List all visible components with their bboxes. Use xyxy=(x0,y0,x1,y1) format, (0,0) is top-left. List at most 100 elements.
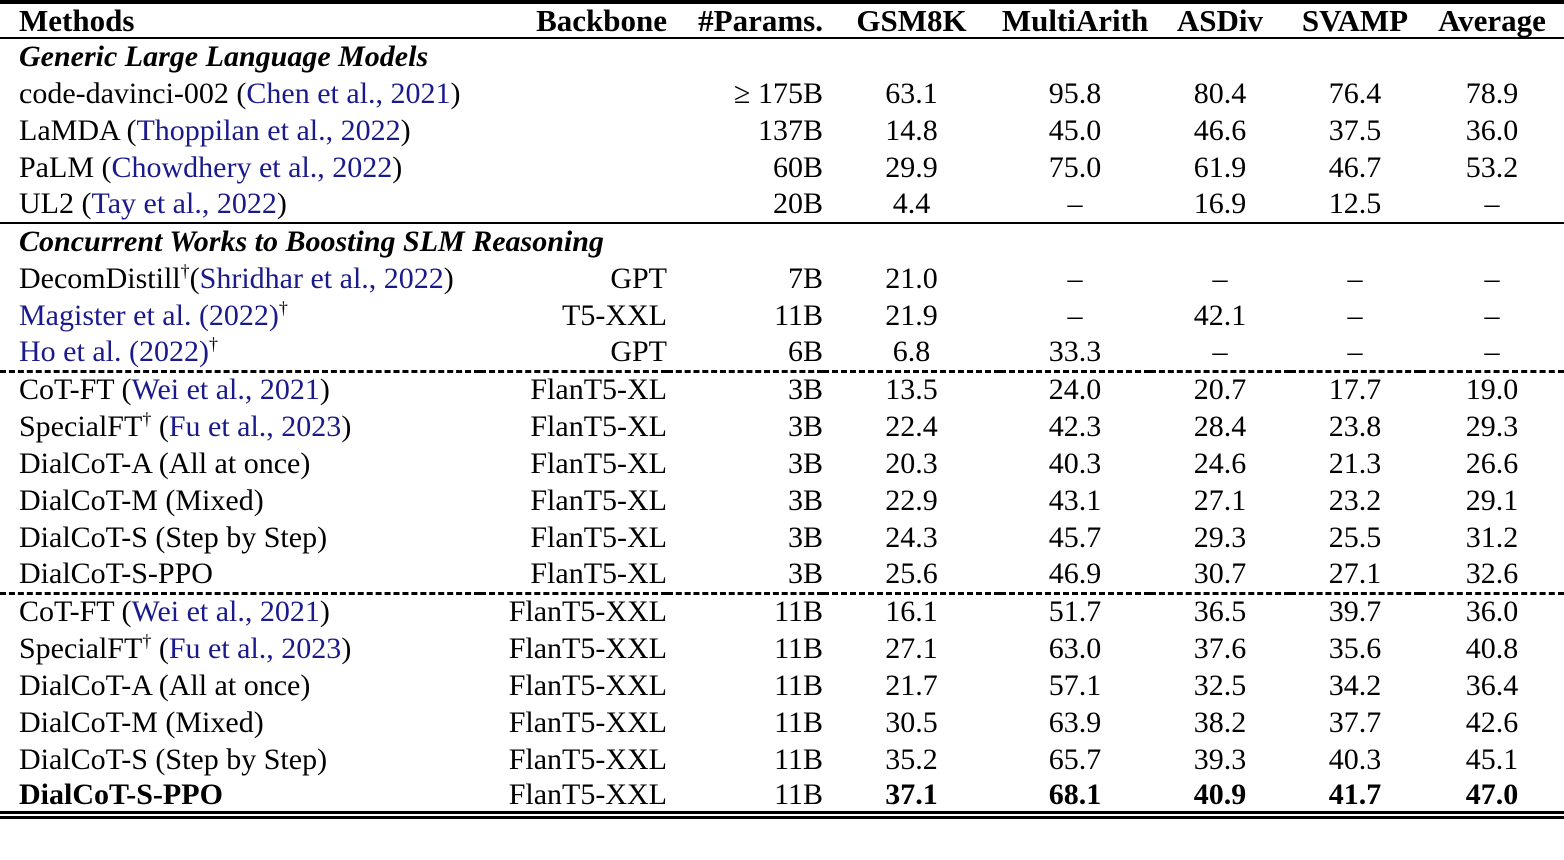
value-cell-average: 47.0 xyxy=(1420,778,1564,819)
dagger-marker: † xyxy=(180,260,190,281)
value-cell-average: 19.0 xyxy=(1465,373,1519,407)
value-cell-svamp: 37.7 xyxy=(1328,705,1382,739)
method-name-text: PaLM ( xyxy=(19,150,112,184)
params-cell: 11B xyxy=(774,705,823,739)
value-cell-svamp: 76.4 xyxy=(1328,76,1382,110)
value-cell-multiarith: 51.7 xyxy=(1048,595,1102,629)
citation-link[interactable]: Ho et al. (2022) xyxy=(19,334,209,368)
col-header-backbone: Backbone xyxy=(480,2,667,39)
value-cell-svamp: 39.7 xyxy=(1328,595,1382,629)
citation-link[interactable]: Tay et al., 2022 xyxy=(91,187,277,220)
table-header: Methods Backbone #Params. GSM8K MultiArith AS… xyxy=(0,2,1564,39)
value-cell-svamp: 37.5 xyxy=(1328,113,1382,147)
backbone-cell: FlanT5-XXL xyxy=(508,742,667,776)
method-cell: DialCoT-A (All at once) xyxy=(0,445,480,482)
value-cell-asdiv: 61.9 xyxy=(1193,150,1247,184)
citation-link[interactable]: Shridhar et al., 2022 xyxy=(199,261,444,295)
method-cell: Magister et al. (2022)† xyxy=(0,297,480,334)
table-row: SpecialFT† (Fu et al., 2023) FlanT5-XXL 11… xyxy=(0,630,1564,667)
value-cell-multiarith: 46.9 xyxy=(1000,556,1150,595)
citation-link[interactable]: Fu et al., 2023 xyxy=(168,631,342,665)
value-cell-average: 26.6 xyxy=(1465,446,1519,480)
value-cell-svamp: – xyxy=(1347,298,1363,332)
value-cell-asdiv: 36.5 xyxy=(1193,595,1247,629)
value-cell-multiarith: 45.0 xyxy=(1048,113,1102,147)
citation-link[interactable]: Chowdhery et al., 2022 xyxy=(111,150,393,184)
params-cell: 11B xyxy=(774,298,823,332)
method-name-text: SpecialFT xyxy=(19,409,143,443)
value-cell-multiarith: 63.9 xyxy=(1048,705,1102,739)
table-row: DecomDistill†(Shridhar et al., 2022) GPT 7… xyxy=(0,260,1564,297)
value-cell-gsm8k: 13.5 xyxy=(885,373,938,407)
params-cell: 11B xyxy=(667,778,823,819)
method-name-text: DialCoT-M (Mixed) xyxy=(19,705,264,739)
section-title: Concurrent Works to Boosting SLM Reasoni… xyxy=(19,225,604,258)
backbone-cell: FlanT5-XXL xyxy=(508,668,667,702)
method-cell: DialCoT-S (Step by Step) xyxy=(0,741,480,778)
citation-link[interactable]: Thoppilan et al., 2022 xyxy=(136,113,401,147)
citation-link[interactable]: Wei et al., 2021 xyxy=(131,595,320,629)
table-row: DialCoT-S (Step by Step) FlanT5-XL 3B 24.3 4… xyxy=(0,519,1564,556)
value-cell-svamp: 34.2 xyxy=(1328,668,1382,702)
value-cell-asdiv: 40.9 xyxy=(1150,778,1290,819)
value-cell-average: 29.3 xyxy=(1465,409,1519,443)
value-cell-multiarith: 95.8 xyxy=(1048,76,1102,110)
params-cell: 60B xyxy=(772,150,823,184)
method-cell: DialCoT-S (Step by Step) xyxy=(0,519,480,556)
method-name-text: ( xyxy=(151,409,169,443)
section-header-row: Concurrent Works to Boosting SLM Reasoni… xyxy=(0,223,1564,260)
method-cell: DialCoT-S-PPO xyxy=(0,556,480,595)
citation-link[interactable]: Fu et al., 2023 xyxy=(168,409,342,443)
params-cell: 3B xyxy=(787,520,823,554)
value-cell-average: 45.1 xyxy=(1465,742,1519,776)
citation-link[interactable]: Magister et al. (2022) xyxy=(19,298,279,332)
method-name-text: ) xyxy=(392,150,403,184)
table-row: DialCoT-M (Mixed) FlanT5-XXL 11B 30.5 63.9 38… xyxy=(0,704,1564,741)
value-cell-gsm8k: 21.9 xyxy=(885,298,938,332)
table-row: DialCoT-M (Mixed) FlanT5-XL 3B 22.9 43.1 27.1… xyxy=(0,482,1564,519)
value-cell-asdiv: 32.5 xyxy=(1193,668,1247,702)
table-row: DialCoT-A (All at once) FlanT5-XL 3B 20.3 40… xyxy=(0,445,1564,482)
backbone-cell: FlanT5-XXL xyxy=(480,778,667,819)
method-name-text: ) xyxy=(276,187,287,220)
params-cell: 3B xyxy=(787,373,823,407)
table-row: Ho et al. (2022)† GPT 6B 6.8 33.3– – – xyxy=(0,334,1564,373)
value-cell-asdiv: 20.7 xyxy=(1193,373,1247,407)
value-cell-average: 36.4 xyxy=(1465,668,1519,702)
method-cell: LaMDA (Thoppilan et al., 2022) xyxy=(0,112,480,149)
citation-link[interactable]: Wei et al., 2021 xyxy=(131,373,320,407)
value-cell-average: 53.2 xyxy=(1465,150,1519,184)
method-name-text: code-davinci-002 ( xyxy=(19,76,247,110)
params-cell: 6B xyxy=(667,334,823,373)
value-cell-multiarith: 57.1 xyxy=(1048,668,1102,702)
table-body: Generic Large Language Models code-davinc… xyxy=(0,38,1564,819)
method-name-text: ) xyxy=(443,261,454,295)
value-cell-svamp: 12.5 xyxy=(1290,186,1420,224)
value-cell-gsm8k: 21.7 xyxy=(885,668,938,702)
value-cell-asdiv: 27.1 xyxy=(1193,483,1247,517)
params-cell: 11B xyxy=(774,668,823,702)
value-cell-svamp: 40.3 xyxy=(1328,742,1382,776)
backbone-cell: GPT xyxy=(480,334,667,373)
method-cell: DialCoT-S-PPO xyxy=(0,778,480,819)
method-name-text: ( xyxy=(189,261,200,295)
value-cell-average: – xyxy=(1420,186,1564,224)
backbone-cell: FlanT5-XXL xyxy=(508,631,667,665)
value-cell-average: – xyxy=(1484,298,1500,332)
citation-link[interactable]: Chen et al., 2021 xyxy=(246,76,451,110)
method-name-text: SpecialFT xyxy=(19,631,143,665)
col-header-average: Average xyxy=(1420,2,1564,39)
value-cell-gsm8k: 63.1 xyxy=(885,76,938,110)
value-cell-asdiv: 29.3 xyxy=(1193,520,1247,554)
value-cell-multiarith: 33.3 xyxy=(1000,334,1150,373)
method-cell: CoT-FT (Wei et al., 2021) xyxy=(0,593,480,630)
method-cell: DecomDistill†(Shridhar et al., 2022) xyxy=(0,260,480,297)
value-cell-average: 32.6 xyxy=(1420,556,1564,595)
method-name-text: LaMDA ( xyxy=(19,113,137,147)
value-cell-multiarith: 43.1 xyxy=(1048,483,1102,517)
value-cell-svamp: 23.2 xyxy=(1328,483,1382,517)
backbone-cell: FlanT5-XL xyxy=(530,409,667,443)
benchmark-results-table: Methods Backbone #Params. GSM8K MultiArith AS… xyxy=(0,0,1564,819)
params-cell: 11B xyxy=(774,595,823,629)
